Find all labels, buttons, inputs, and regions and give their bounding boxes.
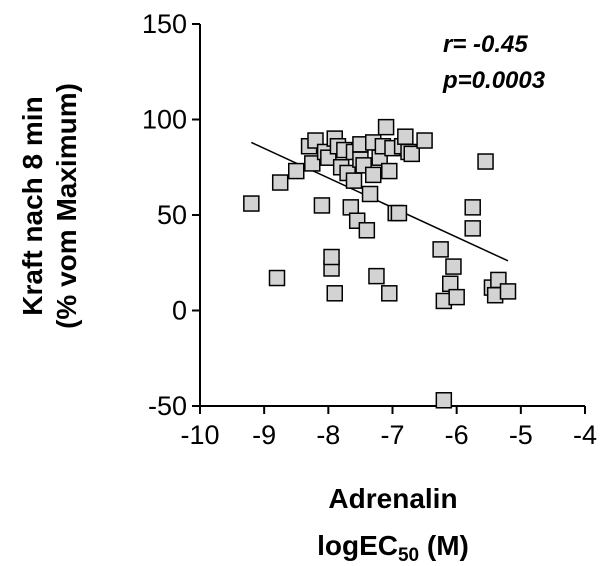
- data-point: [288, 162, 305, 180]
- data-point: [403, 145, 420, 163]
- x-tick-label: -9: [252, 420, 276, 450]
- y-tick-label: 0: [172, 296, 187, 326]
- data-point: [435, 392, 453, 409]
- data-point: [381, 285, 398, 302]
- x-tick-label: -8: [316, 420, 340, 450]
- data-point: [432, 241, 449, 258]
- data-point: [313, 197, 331, 214]
- x-tick-label: -10: [180, 420, 219, 450]
- y-axis-title-line1: Kraft nach 8 min: [17, 96, 48, 315]
- data-point: [365, 166, 382, 184]
- data-point: [477, 153, 494, 170]
- data-point: [243, 195, 260, 212]
- data-points: [243, 118, 517, 409]
- y-tick-label: 100: [142, 105, 187, 135]
- y-axis-ticks: -50 0 50 100 150: [142, 9, 200, 421]
- p-value-annotation: p=0.0003: [442, 67, 546, 94]
- data-point: [416, 132, 433, 149]
- data-point: [381, 162, 398, 180]
- plot-area: -50 0 50 100 150 -10 -9 -8 -7 -6 -5 -4: [142, 9, 597, 450]
- x-tick-label: -7: [380, 420, 404, 450]
- x-axis-title-line1: Adrenalin: [328, 483, 457, 514]
- data-point: [464, 220, 481, 237]
- y-tick-label: -50: [148, 391, 187, 421]
- x-tick-label: -4: [573, 420, 597, 450]
- r-value-annotation: r= -0.45: [443, 31, 528, 58]
- y-axis-title: Kraft nach 8 min (% vom Maximum): [17, 83, 82, 329]
- data-point: [326, 285, 343, 302]
- data-point: [345, 172, 363, 189]
- y-tick-label: 50: [157, 200, 187, 230]
- x-axis-title-line2: logEC50 (M): [317, 530, 469, 566]
- data-point: [271, 174, 289, 191]
- data-point: [377, 118, 395, 136]
- data-point: [397, 128, 414, 145]
- regression-line: [251, 141, 509, 262]
- y-tick-label: 150: [142, 9, 187, 39]
- data-point: [368, 267, 385, 285]
- data-point: [361, 185, 379, 203]
- data-point: [268, 269, 286, 287]
- x-axis-ticks: -10 -9 -8 -7 -6 -5 -4: [180, 406, 597, 450]
- x-axis-title: Adrenalin logEC50 (M): [317, 483, 469, 566]
- data-point: [464, 199, 481, 216]
- data-point: [358, 222, 376, 239]
- data-point: [499, 283, 517, 300]
- x-tick-label: -6: [445, 420, 469, 450]
- data-point: [323, 248, 340, 266]
- data-point: [448, 288, 465, 306]
- x-axis-title-unit: (M): [419, 530, 469, 561]
- data-point: [390, 204, 408, 222]
- y-axis-title-line2: (% vom Maximum): [51, 83, 82, 329]
- x-tick-label: -5: [509, 420, 533, 450]
- data-point: [445, 258, 462, 275]
- data-point: [304, 155, 321, 172]
- x-axis-title-main: logEC: [317, 530, 398, 561]
- statistics-annotation: r= -0.45 p=0.0003: [442, 31, 546, 94]
- x-axis-title-subscript: 50: [398, 545, 419, 566]
